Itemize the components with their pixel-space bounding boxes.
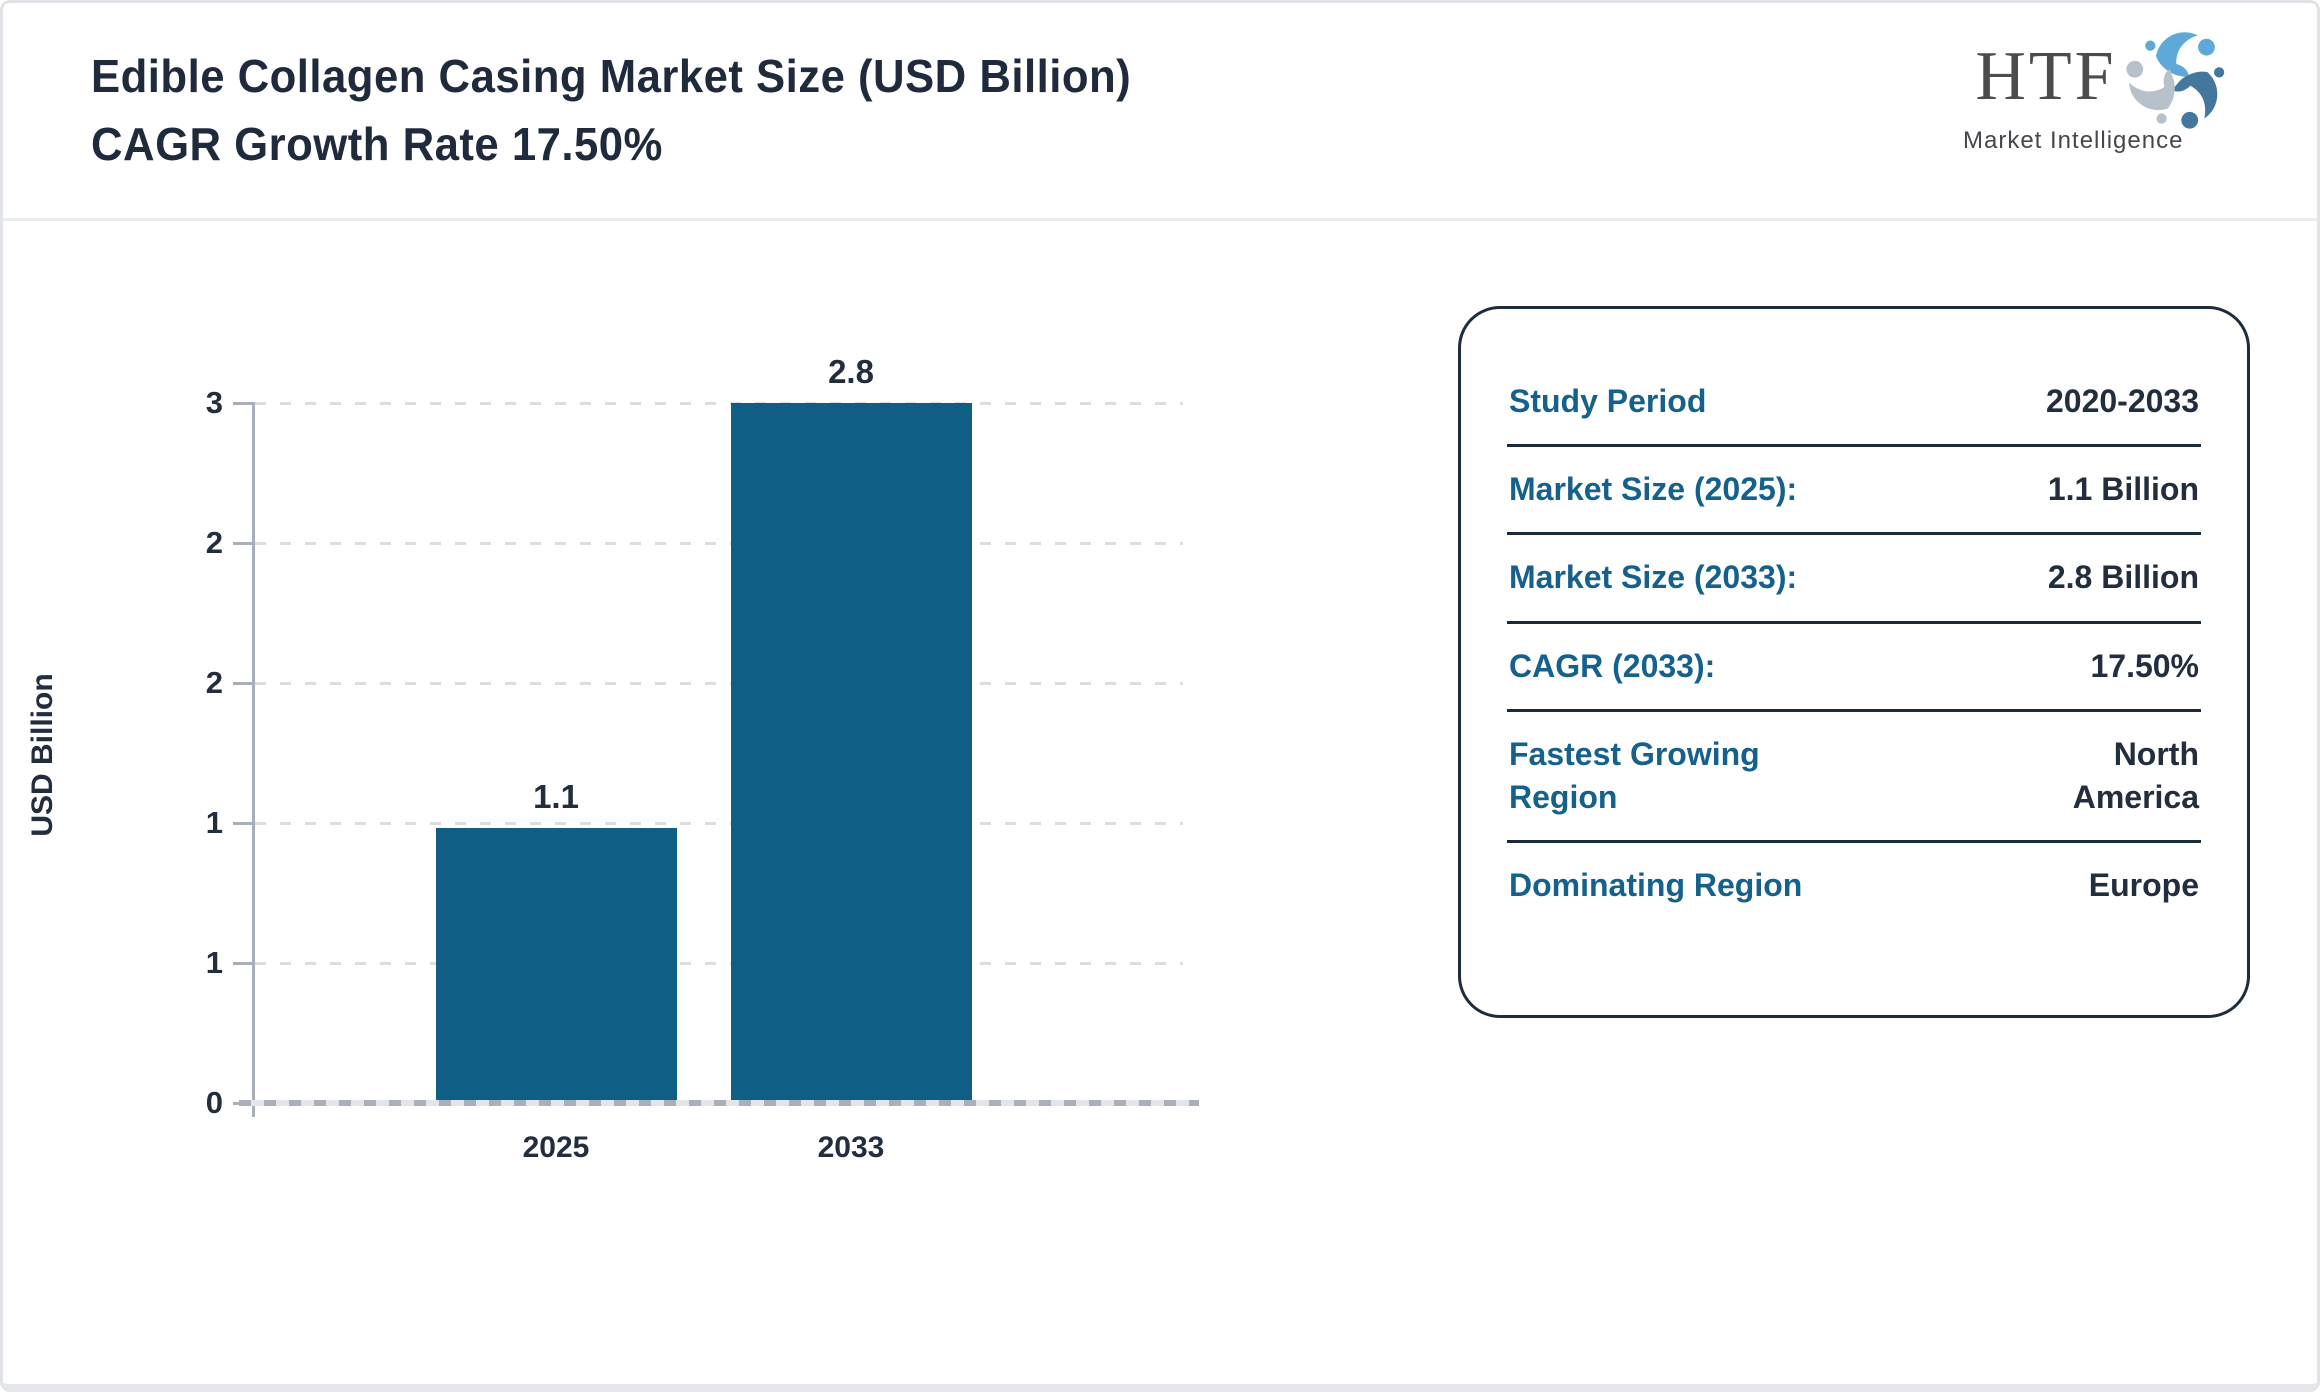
summary-row-label: Study Period	[1509, 383, 1707, 419]
bar-2025	[435, 828, 677, 1103]
summary-row-market-size-2033: Market Size (2033): 2.8 Billion	[1507, 535, 2201, 624]
x-tick-label: 2033	[817, 1131, 885, 1164]
y-tick-label: 1	[205, 945, 223, 980]
y-tick-mark	[233, 822, 255, 825]
x-axis-baseline	[239, 1100, 1199, 1106]
y-axis-line	[252, 403, 255, 1117]
gridline	[255, 822, 1183, 825]
summary-row-cagr: CAGR (2033): 17.50%	[1507, 624, 2201, 712]
summary-row-fastest-growing-region: Fastest Growing Region North America	[1507, 712, 2201, 844]
summary-row-label: Fastest Growing Region	[1509, 735, 1760, 815]
gridline	[255, 682, 1183, 685]
bar-chart-plot-area: 3 2 2 1 1 0 1.1 2.8 2025 2033	[206, 353, 1199, 1164]
logo-row: HTF	[1949, 21, 2259, 133]
y-tick-mark	[233, 682, 255, 685]
gridline	[255, 962, 1183, 965]
y-tick-label: 1	[205, 805, 223, 840]
summary-row-label: Market Size (2033):	[1509, 559, 1798, 596]
y-tick-mark	[233, 402, 255, 405]
bar-2033	[730, 403, 972, 1103]
htf-logo: HTF	[1949, 21, 2259, 155]
y-tick-label: 3	[205, 385, 223, 420]
x-tick-label: 2025	[522, 1131, 590, 1164]
summary-row-study-period: Study Period 2020-2033	[1507, 359, 2201, 448]
summary-row-market-size-2025: Market Size (2025): 1.1 Billion	[1507, 447, 2201, 536]
y-tick-label: 2	[205, 665, 223, 700]
summary-row-value: 17.50%	[2090, 647, 2199, 684]
y-axis-title: USD Billion	[26, 673, 59, 837]
summary-row-label: Market Size (2025):	[1509, 471, 1798, 508]
logo-brand-text: HTF	[1975, 38, 2117, 115]
header-separator	[3, 218, 2317, 221]
market-summary-card: Study Period 2020-2033 Market Size (2025…	[1458, 306, 2250, 1018]
y-tick-mark	[233, 962, 255, 965]
summary-row-value: 2020-2033	[2045, 383, 2199, 419]
summary-row-value: 2.8 Billion	[2047, 559, 2199, 596]
summary-row-value: North America	[2072, 735, 2199, 815]
gridline	[255, 402, 1183, 405]
gridline	[255, 542, 1183, 545]
summary-row-dominating-region: Dominating Region Europe	[1507, 843, 2201, 928]
page-title: Edible Collagen Casing Market Size (USD …	[91, 50, 1132, 170]
y-tick-label: 0	[205, 1085, 223, 1120]
bar-value-label: 1.1	[533, 778, 579, 815]
bar-value-label: 2.8	[828, 353, 874, 390]
summary-row-label: CAGR (2033):	[1509, 647, 1716, 684]
summary-row-value: Europe	[2088, 867, 2199, 904]
y-tick-label: 2	[205, 525, 223, 560]
summary-row-label: Dominating Region	[1509, 867, 1803, 904]
summary-row-value: 1.1 Billion	[2047, 471, 2199, 508]
y-tick-mark	[233, 542, 255, 545]
logo-tagline: Market Intelligence	[1963, 127, 2184, 154]
triskelion-people-icon	[2126, 32, 2224, 129]
